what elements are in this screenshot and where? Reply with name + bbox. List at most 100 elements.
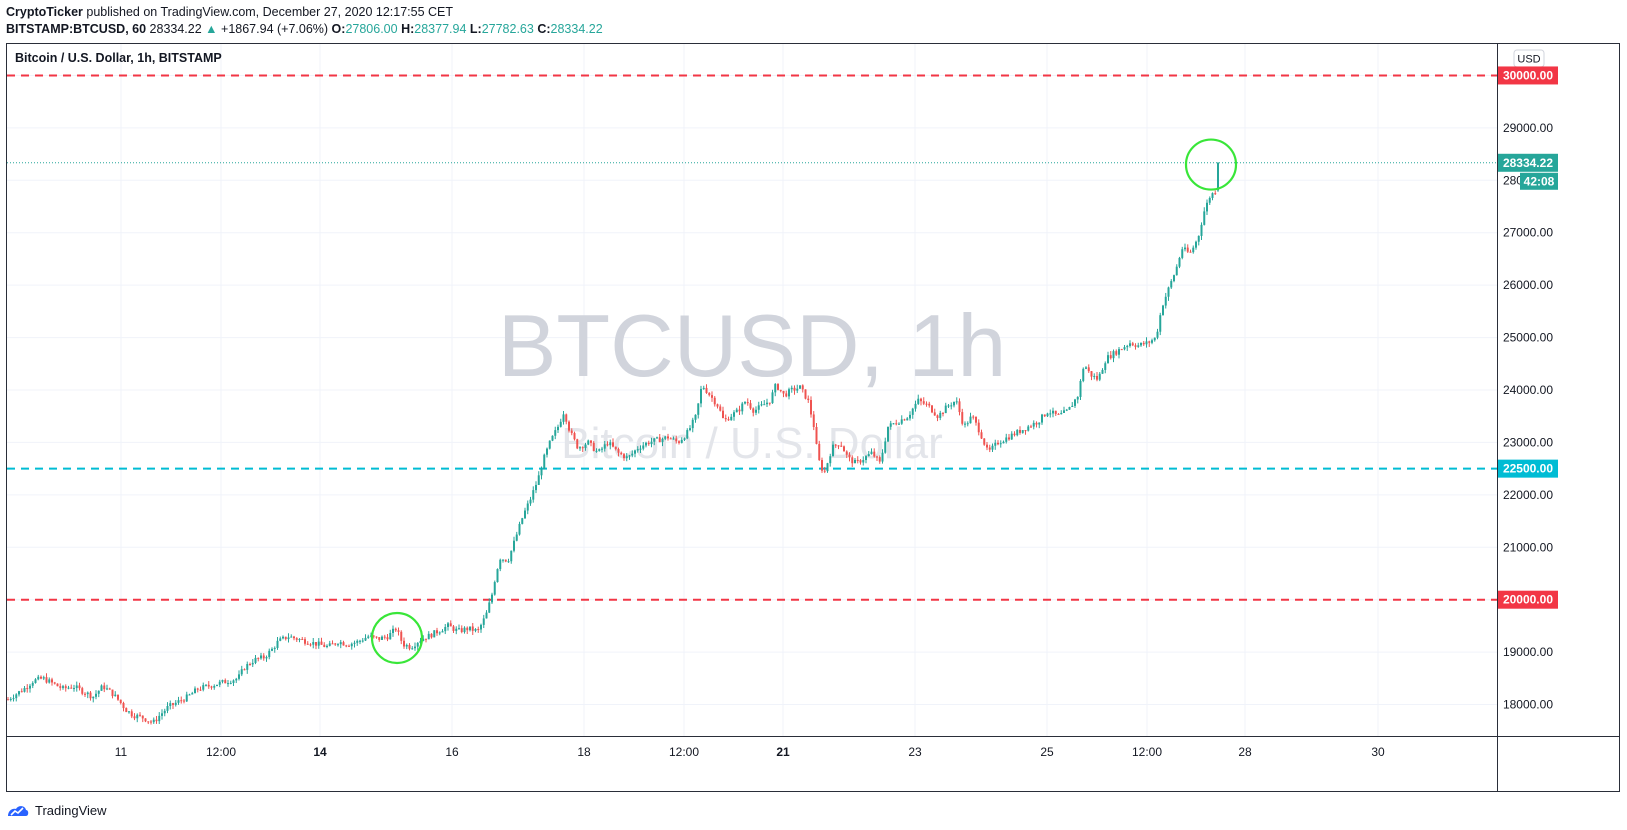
candle-body	[1093, 375, 1096, 377]
candle-body	[466, 627, 469, 631]
time-tick-label: 12:00	[206, 745, 236, 759]
candle-body	[705, 387, 708, 393]
candle-body	[878, 457, 881, 462]
candle-body	[185, 694, 188, 702]
candle-body	[196, 688, 199, 690]
candle-body	[386, 637, 389, 640]
candle-body	[276, 640, 279, 648]
candle-body	[12, 698, 15, 700]
candle-body	[158, 715, 161, 722]
candle-body	[524, 510, 526, 519]
candle-body	[686, 430, 689, 439]
candle-body	[812, 414, 815, 427]
candle-body	[422, 638, 425, 641]
candle-body	[460, 628, 463, 633]
candle-body	[163, 710, 166, 714]
candle-body	[183, 700, 185, 702]
candle-body	[697, 403, 700, 415]
candle-body	[628, 455, 631, 457]
candle-body	[953, 401, 955, 406]
candle-body	[730, 416, 733, 421]
candle-body	[359, 640, 361, 642]
change-value: +1867.94 (+7.06%)	[221, 22, 329, 36]
candle-body	[1098, 373, 1101, 380]
candle-body	[383, 636, 386, 638]
candle-body	[518, 523, 521, 535]
candle-body	[650, 441, 653, 445]
candle-body	[719, 406, 722, 411]
candle-body	[656, 437, 658, 439]
candle-body	[111, 689, 114, 697]
candle-body	[1153, 337, 1156, 341]
candle-body	[130, 711, 133, 717]
candle-body	[840, 445, 843, 447]
candle-body	[114, 694, 117, 697]
candle-body	[70, 687, 73, 689]
candle-body	[254, 657, 257, 663]
candle-body	[966, 423, 969, 425]
candle-body	[647, 442, 650, 445]
candle-body	[62, 686, 64, 688]
candle-body	[584, 444, 587, 449]
candle-body	[900, 419, 903, 424]
candle-body	[603, 444, 606, 449]
candle-body	[1162, 305, 1164, 316]
candle-body	[97, 690, 100, 694]
candle-body	[683, 438, 686, 440]
price-tick-label: 24000.00	[1503, 383, 1553, 397]
candle-body	[471, 626, 474, 631]
candle-body	[56, 683, 59, 687]
candle-body	[1208, 197, 1211, 203]
candle-body	[89, 692, 92, 699]
candle-body	[177, 700, 180, 703]
candle-body	[282, 636, 284, 639]
candle-body	[1189, 251, 1192, 253]
candle-body	[268, 650, 271, 658]
candle-body	[480, 624, 482, 630]
candle-body	[1123, 347, 1126, 350]
candle-body	[977, 422, 980, 433]
candle-body	[1186, 247, 1189, 252]
candle-body	[551, 435, 554, 441]
candle-body	[436, 630, 438, 634]
candle-body	[1076, 396, 1079, 400]
candle-body	[702, 387, 705, 389]
candle-body	[408, 644, 411, 649]
candle-body	[634, 450, 636, 454]
candle-body	[169, 703, 172, 707]
candle-body	[309, 644, 312, 646]
candle-body	[144, 718, 147, 722]
price-tick-label: 25000.00	[1503, 331, 1553, 345]
candle-body	[790, 387, 793, 390]
candle-body	[1005, 437, 1008, 442]
candle-body	[1049, 413, 1052, 415]
candle-body	[672, 438, 675, 440]
candle-body	[449, 623, 452, 627]
candle-body	[48, 679, 51, 683]
candle-body	[1178, 257, 1181, 267]
candle-body	[969, 416, 972, 424]
candle-body	[669, 438, 672, 440]
candle-body	[623, 454, 625, 459]
candle-body	[881, 452, 884, 462]
candle-body	[1082, 368, 1085, 381]
candle-body	[100, 685, 103, 691]
author-name[interactable]: CryptoTicker	[6, 5, 83, 19]
candle-body	[194, 688, 196, 694]
candle-body	[991, 445, 994, 450]
candle-body	[658, 437, 661, 443]
candle-body	[427, 633, 430, 640]
candle-body	[1104, 363, 1107, 370]
candle-body	[334, 643, 337, 645]
candle-body	[125, 708, 128, 713]
candle-body	[587, 440, 590, 445]
candle-body	[645, 442, 647, 446]
publish-text: published on TradingView.com, December 2…	[82, 5, 454, 19]
footer-brand[interactable]: TradingView	[6, 803, 107, 818]
candle-body	[469, 626, 471, 631]
candle-body	[782, 390, 785, 394]
candle-body	[312, 642, 315, 645]
candle-body	[229, 682, 232, 684]
candle-body	[675, 438, 678, 442]
